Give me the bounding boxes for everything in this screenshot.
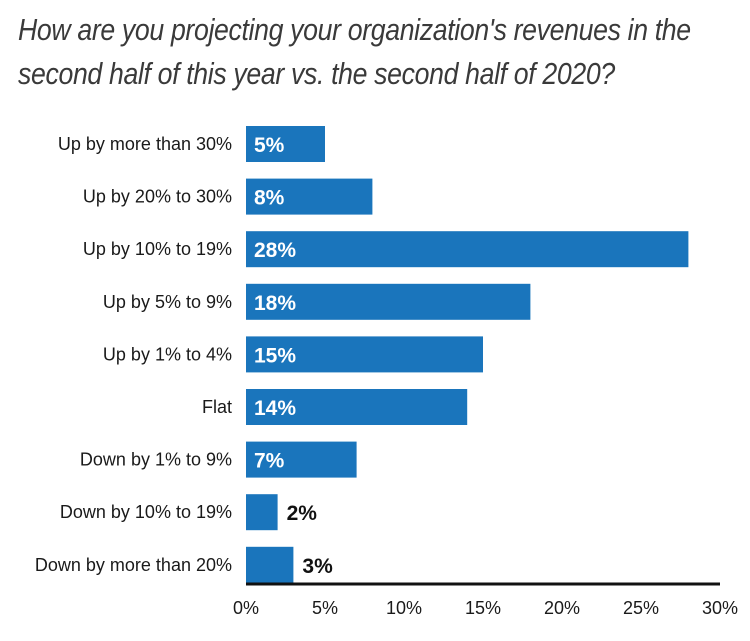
data-label: 5% bbox=[254, 134, 285, 157]
x-tick-label: 0% bbox=[233, 598, 259, 618]
category-label: Up by 1% to 4% bbox=[103, 344, 232, 364]
data-label: 15% bbox=[254, 344, 296, 367]
bar bbox=[246, 178, 373, 215]
category-label: Up by 5% to 9% bbox=[103, 292, 232, 312]
data-label: 2% bbox=[287, 502, 318, 525]
category-label: Down by 1% to 9% bbox=[80, 450, 232, 470]
bar bbox=[246, 389, 468, 425]
data-label: 28% bbox=[254, 239, 296, 262]
category-label: Down by 10% to 19% bbox=[60, 502, 232, 522]
x-tick-label: 10% bbox=[386, 598, 422, 618]
category-label: Flat bbox=[202, 397, 232, 417]
bar bbox=[246, 231, 689, 268]
chart-title-line-2: second half of this year vs. the second … bbox=[18, 56, 615, 91]
x-tick-label: 20% bbox=[544, 598, 580, 618]
category-label: Up by 20% to 30% bbox=[83, 187, 232, 207]
data-label: 7% bbox=[254, 450, 285, 473]
bar bbox=[246, 126, 325, 162]
bar bbox=[246, 283, 531, 320]
data-label: 14% bbox=[254, 397, 296, 420]
data-label: 3% bbox=[302, 555, 333, 578]
bar bbox=[246, 494, 278, 531]
data-label: 18% bbox=[254, 292, 296, 315]
x-tick-label: 15% bbox=[465, 598, 501, 618]
chart-title-line-1: How are you projecting your organization… bbox=[18, 12, 691, 47]
bar bbox=[246, 441, 357, 478]
x-tick-label: 25% bbox=[623, 598, 659, 618]
data-label: 8% bbox=[254, 187, 285, 210]
bar bbox=[246, 546, 294, 583]
bar bbox=[246, 336, 483, 373]
category-label: Up by 10% to 19% bbox=[83, 239, 232, 259]
chart-title: How are you projecting your organization… bbox=[18, 8, 691, 96]
x-tick-label: 5% bbox=[312, 598, 338, 618]
category-label: Down by more than 20% bbox=[35, 555, 232, 575]
category-label: Up by more than 30% bbox=[58, 134, 232, 154]
x-tick-label: 30% bbox=[702, 598, 738, 618]
